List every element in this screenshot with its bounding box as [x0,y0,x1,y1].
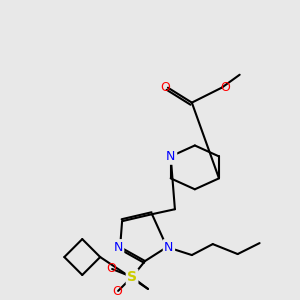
Text: O: O [220,81,230,94]
Text: N: N [164,241,174,254]
Text: S: S [127,270,137,284]
Text: N: N [113,241,123,254]
Text: O: O [160,81,170,94]
Text: O: O [112,285,122,298]
Text: O: O [106,262,116,275]
Text: N: N [166,150,175,163]
